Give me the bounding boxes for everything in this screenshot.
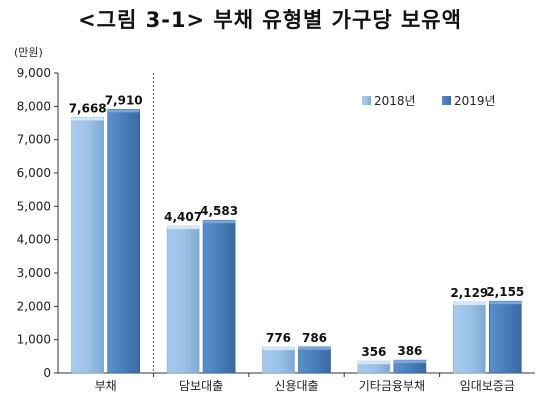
bar: [71, 117, 104, 374]
legend-swatch: [442, 96, 451, 105]
chart-title: <그림 3-1> 부채 유형별 가구당 보유액: [78, 8, 462, 32]
bar: [107, 109, 140, 374]
legend-label: 2019년: [454, 94, 496, 108]
y-tick-label: 1,000: [17, 333, 51, 347]
y-tick-label: 3,000: [17, 266, 51, 280]
y-axis-unit: (만원): [14, 46, 43, 59]
bar-top-highlight: [489, 301, 522, 305]
bar: [262, 346, 295, 374]
data-label: 7,910: [105, 93, 143, 107]
bar: [166, 225, 200, 374]
y-tick-label: 5,000: [17, 199, 51, 213]
data-label: 386: [397, 344, 422, 358]
data-label: 356: [361, 345, 386, 359]
y-tick-label: 6,000: [17, 166, 51, 180]
data-label: 2,129: [450, 286, 488, 300]
legend-swatch: [362, 96, 371, 105]
bar-top-highlight: [262, 347, 295, 351]
y-tick-label: 0: [43, 366, 51, 380]
bar-top-highlight: [107, 109, 140, 113]
data-label: 4,583: [200, 204, 238, 218]
bar-top-highlight: [453, 302, 486, 306]
bar: [202, 219, 236, 374]
bar-top-highlight: [298, 346, 331, 350]
y-tick-label: 2,000: [17, 299, 51, 313]
data-label: 2,155: [486, 285, 524, 299]
data-label: 7,668: [69, 101, 107, 115]
data-label: 4,407: [164, 210, 202, 224]
x-tick-label: 임대보증금: [460, 379, 515, 393]
bar-top-highlight: [71, 117, 104, 121]
x-tick-label: 신용대출: [274, 379, 318, 393]
bar-top-highlight: [357, 361, 390, 365]
y-tick-label: 8,000: [17, 99, 51, 113]
bar: [298, 346, 331, 374]
x-tick-label: 부채: [95, 379, 117, 393]
data-label: 776: [266, 331, 291, 345]
bar: [452, 301, 486, 374]
bar-top-highlight: [393, 360, 426, 364]
y-tick-label: 4,000: [17, 233, 51, 247]
data-label: 786: [302, 331, 327, 345]
bar-top-highlight: [167, 226, 200, 230]
y-tick-label: 9,000: [17, 66, 51, 80]
legend-label: 2018년: [374, 94, 416, 108]
bar-top-highlight: [203, 220, 236, 224]
x-tick-label: 담보대출: [179, 379, 223, 393]
y-tick-label: 7,000: [17, 133, 51, 147]
x-tick-label: 기타금융부채: [359, 379, 425, 393]
bar: [488, 300, 522, 374]
